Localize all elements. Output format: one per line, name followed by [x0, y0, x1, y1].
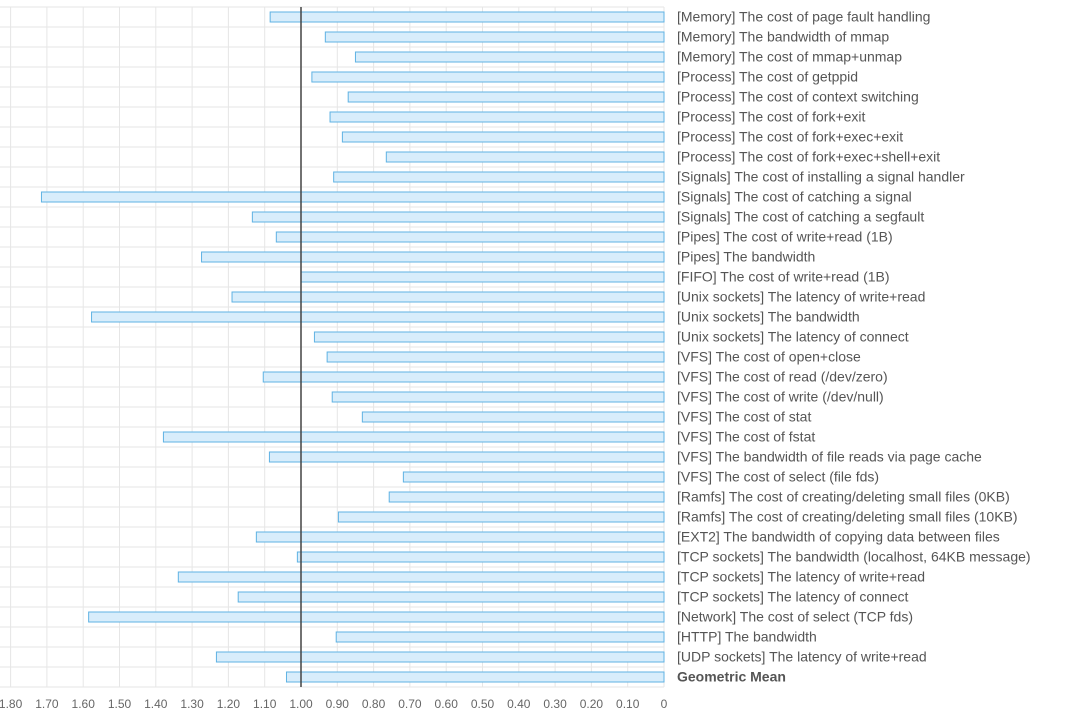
category-label: [VFS] The cost of fstat: [677, 429, 815, 445]
bar: [269, 11, 665, 23]
category-label: [VFS] The cost of select (file fds): [677, 469, 879, 485]
category-label: [Signals] The cost of installing a signa…: [677, 169, 965, 185]
category-label: [TCP sockets] The bandwidth (localhost, …: [677, 549, 1031, 565]
bar: [385, 151, 665, 163]
bar: [40, 191, 665, 203]
bar: [337, 511, 665, 523]
category-label: [Process] The cost of fork+exit: [677, 109, 866, 125]
bar: [335, 631, 665, 643]
x-tick-label: 1.80: [0, 697, 23, 711]
bar: [251, 211, 665, 223]
bar: [347, 91, 665, 103]
category-label: [UDP sockets] The latency of write+read: [677, 649, 927, 665]
bar: [177, 571, 665, 583]
category-label: [Signals] The cost of catching a segfaul…: [677, 209, 924, 225]
x-tick-label: 0.90: [326, 697, 350, 711]
category-label: [Pipes] The cost of write+read (1B): [677, 229, 893, 245]
x-tick-label: 0.30: [543, 697, 567, 711]
category-label: [VFS] The cost of write (/dev/null): [677, 389, 884, 405]
bar: [91, 311, 665, 323]
bar: [162, 431, 665, 443]
category-label: [Ramfs] The cost of creating/deleting sm…: [677, 509, 1018, 525]
bar: [201, 251, 665, 263]
category-label: [VFS] The cost of read (/dev/zero): [677, 369, 888, 385]
category-label: [HTTP] The bandwidth: [677, 629, 817, 645]
category-label: [Signals] The cost of catching a signal: [677, 189, 912, 205]
bar: [237, 591, 665, 603]
bar: [262, 371, 665, 383]
bar: [388, 491, 665, 503]
bar: [333, 171, 665, 183]
x-tick-label: 1.60: [72, 697, 96, 711]
bar: [313, 331, 665, 343]
category-label: [Ramfs] The cost of creating/deleting sm…: [677, 489, 1010, 505]
x-tick-label: 1.00: [289, 697, 313, 711]
category-label: Geometric Mean: [677, 669, 786, 685]
x-tick-label: 0.50: [471, 697, 495, 711]
bar: [331, 391, 665, 403]
x-tick-label: 0.70: [398, 697, 422, 711]
category-label: [VFS] The cost of open+close: [677, 349, 861, 365]
category-label: [Process] The cost of fork+exec+shell+ex…: [677, 149, 940, 165]
category-label: [Pipes] The bandwidth: [677, 249, 815, 265]
bar: [285, 671, 665, 683]
bar: [361, 411, 665, 423]
bar: [88, 611, 665, 623]
bar: [300, 271, 665, 283]
category-label: [EXT2] The bandwidth of copying data bet…: [677, 529, 1000, 545]
category-label: [Unix sockets] The latency of connect: [677, 329, 909, 345]
category-label: [Process] The cost of getppid: [677, 69, 858, 85]
bar: [402, 471, 665, 483]
bar: [324, 31, 665, 43]
bar: [329, 111, 665, 123]
bar: [255, 531, 665, 543]
bar: [311, 71, 665, 83]
x-tick-label: 0.80: [362, 697, 386, 711]
bar: [268, 451, 665, 463]
x-tick-label: 1.40: [144, 697, 168, 711]
category-label: [Memory] The cost of page fault handling: [677, 9, 930, 25]
x-tick-label: 0.10: [616, 697, 640, 711]
x-tick-label: 1.20: [217, 697, 241, 711]
bar: [354, 51, 665, 63]
category-label: [Memory] The bandwidth of mmap: [677, 29, 889, 45]
x-tick-label: 0.60: [435, 697, 459, 711]
category-label: [Unix sockets] The latency of write+read: [677, 289, 925, 305]
bar: [215, 651, 665, 663]
category-label: [FIFO] The cost of write+read (1B): [677, 269, 890, 285]
bar: [341, 131, 665, 143]
category-label: [TCP sockets] The latency of connect: [677, 589, 908, 605]
x-tick-label: 0.40: [507, 697, 531, 711]
category-label: [Process] The cost of context switching: [677, 89, 919, 105]
category-label: [VFS] The bandwidth of file reads via pa…: [677, 449, 982, 465]
category-label: [Network] The cost of select (TCP fds): [677, 609, 913, 625]
bar: [231, 291, 665, 303]
bar: [296, 551, 665, 563]
x-tick-label: 0.20: [580, 697, 604, 711]
x-tick-label: 1.30: [180, 697, 204, 711]
category-label: [Process] The cost of fork+exec+exit: [677, 129, 903, 145]
bar: [326, 351, 665, 363]
x-tick-label: 1.10: [253, 697, 277, 711]
category-label: [TCP sockets] The latency of write+read: [677, 569, 925, 585]
bar: [275, 231, 665, 243]
category-label: [Memory] The cost of mmap+unmap: [677, 49, 902, 65]
x-tick-label: 1.70: [35, 697, 59, 711]
category-label: [VFS] The cost of stat: [677, 409, 811, 425]
x-tick-label: 1.50: [108, 697, 132, 711]
x-tick-label: 0: [661, 697, 668, 711]
category-label: [Unix sockets] The bandwidth: [677, 309, 860, 325]
